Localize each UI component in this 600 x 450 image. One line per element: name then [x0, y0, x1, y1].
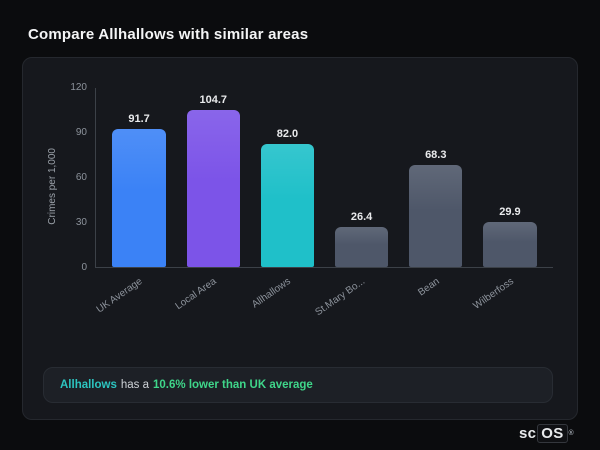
x-axis-tick-label: Allhallows [250, 276, 294, 311]
plot-row: 0 30 60 90 120 91.7 104.7 82.0 26.4 68.3 29.9 [61, 82, 553, 273]
bar-chart: Crimes per 1,000 0 30 60 90 120 91.7 104.7 82.… [43, 82, 553, 357]
bar-value-label: 104.7 [199, 93, 228, 106]
x-label-cell-wilberfoss: Wilberfoss [471, 268, 547, 330]
registered-mark: ® [568, 430, 574, 437]
note-area-name: Allhallows [60, 379, 117, 391]
y-tick-label: 90 [75, 127, 87, 138]
bar-value-label: 29.9 [499, 206, 521, 219]
bar-wilberfoss[interactable] [483, 222, 537, 267]
bar-value-label: 91.7 [128, 113, 150, 126]
bar-local-area[interactable] [186, 109, 240, 267]
summary-note: Allhallows has a 10.6% lower than UK ave… [43, 367, 553, 403]
x-label-cell-allhallows: Allhallows [250, 268, 324, 330]
bar-value-label: 26.4 [350, 211, 373, 224]
y-axis: 0 30 60 90 120 [61, 82, 95, 273]
y-axis-label-wrap: Crimes per 1,000 [43, 88, 61, 357]
logo-suffix-box: OS [537, 424, 568, 443]
bar-value-label: 82.0 [276, 128, 299, 140]
y-tick-label: 0 [81, 262, 87, 273]
y-tick-label: 60 [75, 172, 87, 183]
bar-value-label: 68.3 [425, 148, 447, 161]
bar-bean[interactable] [409, 164, 463, 267]
x-label-cell-bean: Bean [398, 268, 472, 330]
chart-body: 0 30 60 90 120 91.7 104.7 82.0 26.4 68.3 29.9 UK … [61, 82, 553, 357]
x-axis-tick-label: Wilberfoss [471, 276, 517, 312]
bar-cell-local-area: 104.7 [176, 88, 250, 267]
plot-area: 91.7 104.7 82.0 26.4 68.3 29.9 [95, 88, 553, 268]
x-axis-tick-label: Bean [416, 276, 442, 299]
bar-cell-uk-average: 91.7 [102, 88, 176, 267]
x-label-cell-local-area: Local Area [173, 268, 249, 330]
x-label-cell-uk-average: UK Average [95, 268, 175, 330]
bar-cell-wilberfoss: 29.9 [473, 88, 547, 267]
logo-prefix: sc [518, 425, 537, 442]
x-axis-tick-label: UK Average [94, 276, 145, 316]
chart-card: Crimes per 1,000 0 30 60 90 120 91.7 104.7 82.… [22, 57, 578, 420]
y-axis-label: Crimes per 1,000 [46, 148, 58, 225]
note-middle-text: has a [120, 379, 150, 391]
bar-cell-st-mary-bo: 26.4 [325, 88, 399, 267]
y-tick-label: 30 [75, 217, 87, 228]
scos-logo: sc OS ® [519, 424, 574, 443]
x-axis-labels: UK Average Local Area Allhallows St.Mary Bo… [95, 268, 553, 330]
x-label-cell-st-mary-bo: St.Mary Bo... [314, 268, 398, 330]
footer: sc OS ® [0, 420, 600, 443]
note-highlight-text: 10.6% lower than UK average [153, 379, 313, 391]
bar-allhallows[interactable] [260, 144, 315, 267]
page-title: Compare Allhallows with similar areas [28, 26, 309, 43]
bar-uk-average[interactable] [112, 129, 166, 267]
bar-cell-bean: 68.3 [399, 88, 473, 267]
bar-st-mary-bo[interactable] [334, 227, 389, 267]
bar-cell-allhallows: 82.0 [250, 88, 324, 267]
y-tick-label: 120 [70, 82, 87, 93]
x-axis-tick-label: Local Area [173, 276, 219, 313]
